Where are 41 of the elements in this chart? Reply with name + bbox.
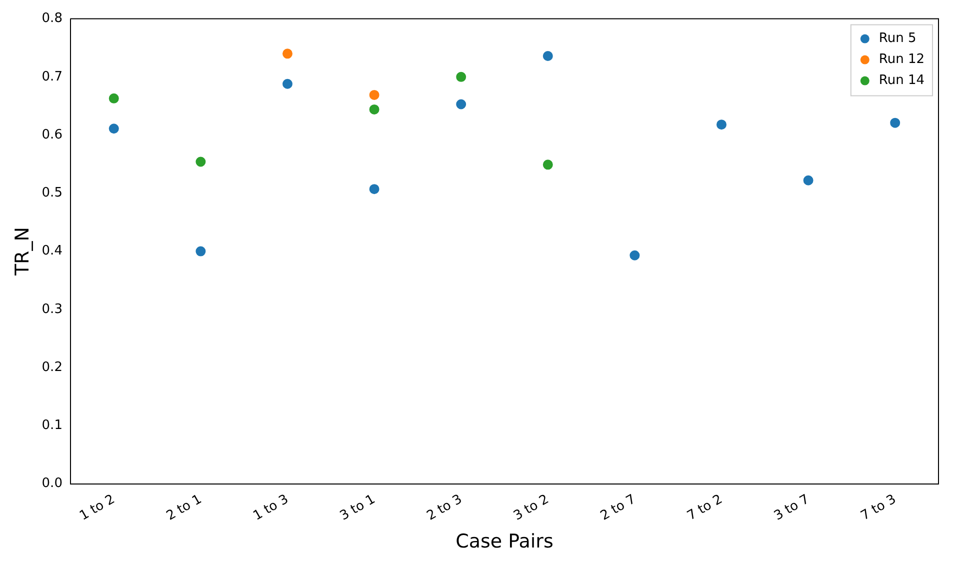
x-tick-label: 3 to 1 xyxy=(338,492,378,524)
point xyxy=(542,50,553,61)
y-axis-title: TR_N xyxy=(11,227,34,277)
y-tick-label: 0.3 xyxy=(42,302,62,317)
x-tick-label: 7 to 3 xyxy=(858,492,899,524)
point xyxy=(369,184,380,194)
legend-label: Run 14 xyxy=(878,73,925,88)
y-tick-label: 0.2 xyxy=(42,360,62,375)
point xyxy=(282,78,292,89)
x-tick-label: 2 to 1 xyxy=(164,492,204,524)
x-tick-label: 1 to 3 xyxy=(250,492,292,524)
y-tick-label: 0.7 xyxy=(42,69,62,84)
x-tick-label: 2 to 3 xyxy=(424,492,465,524)
x-axis-title: Case Pairs xyxy=(456,530,554,553)
y-tick-label: 0.1 xyxy=(42,418,62,434)
point xyxy=(108,124,119,134)
x-tick-label: 2 to 7 xyxy=(598,492,638,524)
point xyxy=(369,90,380,100)
point xyxy=(196,156,206,167)
y-tick-label: 0.5 xyxy=(42,186,62,201)
point xyxy=(108,93,119,104)
point xyxy=(282,48,292,59)
legend-label: Run 5 xyxy=(878,31,916,46)
x-tick-label: 3 to 2 xyxy=(511,492,552,524)
y-tick-label: 0.0 xyxy=(42,476,62,492)
legend-label: Run 12 xyxy=(878,52,925,68)
x-tick-label: 1 to 2 xyxy=(77,492,118,524)
x-tick-label: 7 to 2 xyxy=(684,492,726,524)
point xyxy=(542,160,553,170)
point xyxy=(890,118,900,128)
y-tick-label: 0.4 xyxy=(42,244,62,259)
point xyxy=(803,175,814,186)
point xyxy=(196,246,206,256)
x-tick-label: 3 to 7 xyxy=(772,492,812,524)
point xyxy=(456,99,466,110)
point xyxy=(716,120,726,130)
y-tick-label: 0.8 xyxy=(42,11,62,26)
point xyxy=(630,250,640,260)
y-tick-label: 0.6 xyxy=(42,127,62,142)
point xyxy=(456,72,466,82)
point xyxy=(369,104,380,114)
